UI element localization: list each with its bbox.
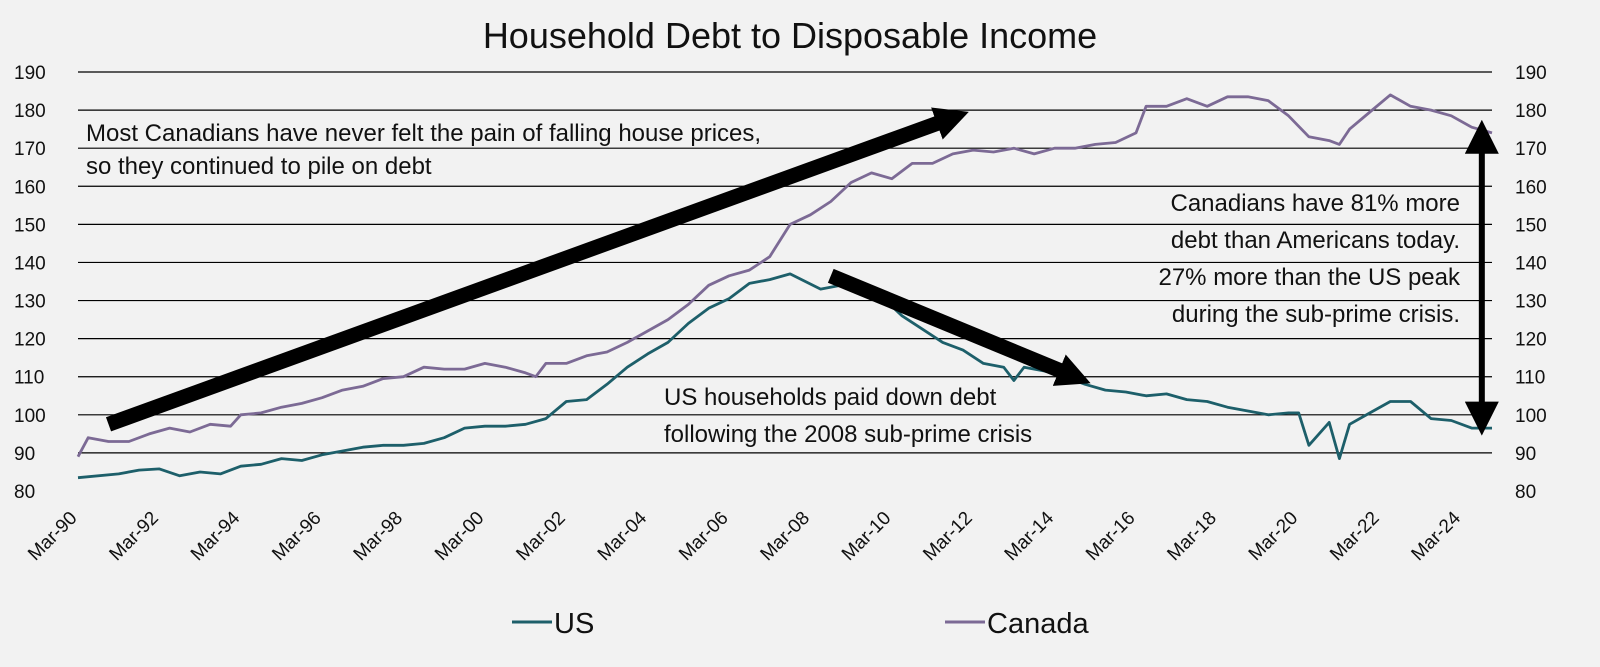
legend-label-us: US <box>554 608 594 640</box>
x-tick-Mar-00: Mar-00 <box>431 508 488 565</box>
x-tick-Mar-90: Mar-90 <box>24 508 81 565</box>
series-lines <box>76 93 1493 480</box>
x-tick-Mar-94: Mar-94 <box>187 507 245 565</box>
x-tick-Mar-98: Mar-98 <box>350 508 407 565</box>
y-tick-left-110: 110 <box>14 368 44 389</box>
y-tick-left-160: 160 <box>14 177 46 198</box>
x-tick-Mar-02: Mar-02 <box>512 508 569 565</box>
y-tick-right-160: 160 <box>1515 177 1547 198</box>
y-tick-left-140: 140 <box>14 253 46 274</box>
x-axis: Mar-90 Mar-92 Mar-94 Mar-96 Mar-98 Mar-00 Mar-… <box>24 507 1465 565</box>
y-tick-right-180: 180 <box>1515 101 1547 122</box>
y-tick-left-90: 90 <box>14 444 35 465</box>
annotation-texts: Most Canadians have never felt the pain … <box>86 120 1461 448</box>
y-tick-left-190: 190 <box>14 63 46 84</box>
y-tick-right-120: 120 <box>1515 330 1547 351</box>
x-tick-Mar-12: Mar-12 <box>919 508 976 565</box>
chart-title: Household Debt to Disposable Income <box>483 15 1097 56</box>
y-tick-right-110: 110 <box>1515 368 1545 389</box>
y-tick-right-170: 170 <box>1515 139 1547 160</box>
y-tick-right-130: 130 <box>1515 292 1547 313</box>
gridlines <box>78 71 1492 454</box>
canada-debt-note-arrow <box>105 107 969 432</box>
x-tick-Mar-04: Mar-04 <box>594 507 652 565</box>
y-tick-right-190: 190 <box>1515 63 1547 84</box>
y-tick-right-150: 150 <box>1515 215 1547 236</box>
x-tick-Mar-14: Mar-14 <box>1001 507 1059 565</box>
y-tick-left-170: 170 <box>14 139 46 160</box>
series-line-us <box>77 272 1492 480</box>
gap-note-line-2: debt than Americans today. <box>1171 227 1460 254</box>
x-tick-Mar-16: Mar-16 <box>1082 508 1139 565</box>
x-tick-Mar-96: Mar-96 <box>268 508 325 565</box>
us-paydown-note-line-2: following the 2008 sub-prime crisis <box>664 421 1032 448</box>
canada-debt-note-line-2: so they continued to pile on debt <box>86 153 432 180</box>
y-tick-right-100: 100 <box>1515 406 1547 427</box>
y-axis-right: 190 180 170 160 150 140 130 120 110 100 90 80 <box>1515 63 1547 503</box>
series-line-canada <box>76 93 1493 458</box>
legend-label-canada: Canada <box>987 608 1089 640</box>
annotation-arrows <box>105 107 1499 436</box>
legend: US Canada <box>512 608 1089 640</box>
y-tick-left-120: 120 <box>14 330 46 351</box>
us-paydown-note-arrow <box>827 268 1091 386</box>
y-tick-left-130: 130 <box>14 292 46 313</box>
gap-note-line-1: Canadians have 81% more <box>1170 190 1460 217</box>
y-tick-left-150: 150 <box>14 215 46 236</box>
y-axis-left: 190 180 170 160 150 140 130 120 110 100 90 80 <box>14 63 46 503</box>
x-tick-Mar-18: Mar-18 <box>1163 508 1220 565</box>
y-tick-left-100: 100 <box>14 406 46 427</box>
canada-debt-note-line-1: Most Canadians have never felt the pain … <box>86 120 761 147</box>
y-tick-left-80: 80 <box>14 482 35 503</box>
y-tick-right-90: 90 <box>1515 444 1536 465</box>
x-tick-Mar-22: Mar-22 <box>1326 508 1383 565</box>
x-tick-Mar-06: Mar-06 <box>675 508 732 565</box>
y-tick-right-80: 80 <box>1515 482 1536 503</box>
x-tick-Mar-24: Mar-24 <box>1408 507 1466 565</box>
x-tick-Mar-10: Mar-10 <box>838 508 895 565</box>
gap-note-line-4: during the sub-prime crisis. <box>1172 301 1460 328</box>
y-tick-left-180: 180 <box>14 101 46 122</box>
x-tick-Mar-08: Mar-08 <box>757 508 814 565</box>
gap-note-line-3: 27% more than the US peak <box>1158 264 1461 291</box>
y-tick-right-140: 140 <box>1515 253 1547 274</box>
us-paydown-note-line-1: US households paid down debt <box>664 384 997 411</box>
x-tick-Mar-92: Mar-92 <box>106 508 163 565</box>
x-tick-Mar-20: Mar-20 <box>1245 508 1302 565</box>
